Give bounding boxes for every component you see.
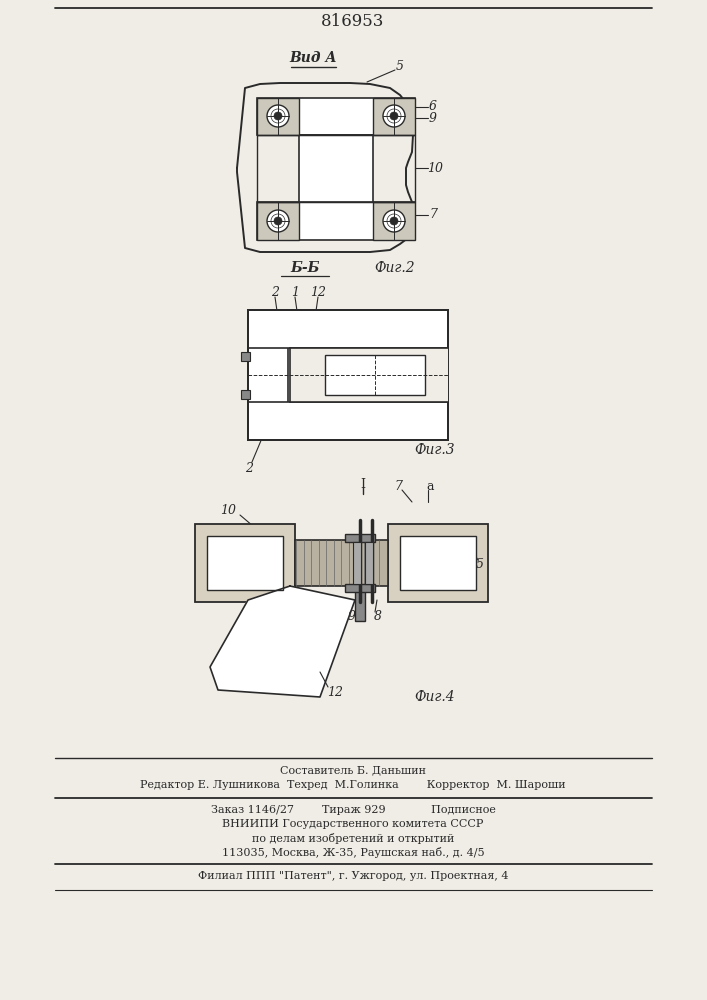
Bar [355,586,365,621]
Circle shape [390,217,398,225]
Text: 12: 12 [310,286,326,300]
Text: Фиг.2: Фиг.2 [375,261,415,275]
Bar [257,98,415,135]
Text: Вид А: Вид А [289,51,337,65]
Circle shape [390,112,398,120]
Bar [373,98,415,135]
Text: 816953: 816953 [321,13,385,30]
Circle shape [267,105,289,127]
Text: Редактор Е. Лушникова  Техред  М.Голинка        Корректор  М. Шарoши: Редактор Е. Лушникова Техред М.Голинка К… [140,780,566,790]
Bar [388,524,488,602]
Bar [248,310,448,440]
Text: 1: 1 [291,286,299,300]
Bar [345,534,375,542]
Bar [353,542,361,584]
Bar [241,352,250,361]
Bar [207,536,283,590]
Text: 10: 10 [427,161,443,174]
Bar [248,310,448,348]
Circle shape [383,105,405,127]
Bar [257,202,299,240]
Text: 113035, Москва, Ж-35, Раушская наб., д. 4/5: 113035, Москва, Ж-35, Раушская наб., д. … [222,846,484,857]
Bar [195,524,295,602]
Text: 6: 6 [429,101,437,113]
Text: Заказ 1146/27        Тираж 929             Подписное: Заказ 1146/27 Тираж 929 Подписное [211,805,496,815]
Text: Фиг.3: Фиг.3 [415,443,455,457]
Polygon shape [210,586,355,697]
Text: Б-Б: Б-Б [291,261,320,275]
Text: Составитель Б. Даньшин: Составитель Б. Даньшин [280,765,426,775]
Circle shape [274,112,282,120]
Bar [257,98,299,135]
Text: 2: 2 [271,286,279,300]
Bar [299,135,373,202]
Bar [373,202,415,240]
Text: 9: 9 [348,610,356,624]
Text: 8: 8 [374,610,382,624]
Bar [248,310,288,440]
Text: I: I [361,478,366,490]
Bar [295,540,388,586]
Circle shape [383,210,405,232]
Bar [248,402,448,440]
Text: 10: 10 [220,504,236,516]
Text: ВНИИПИ Государственного комитета СССР: ВНИИПИ Государственного комитета СССР [222,819,484,829]
Bar [325,355,425,395]
Text: 2: 2 [245,462,253,475]
Text: 7: 7 [429,209,437,222]
Circle shape [274,217,282,225]
Bar [257,202,415,240]
Text: 9: 9 [429,111,437,124]
Text: 5: 5 [396,60,404,74]
Text: 12: 12 [327,686,343,698]
Bar [241,390,250,399]
Text: Филиал ППП "Патент", г. Ужгород, ул. Проектная, 4: Филиал ППП "Патент", г. Ужгород, ул. Про… [198,871,508,881]
Text: по делам изобретений и открытий: по делам изобретений и открытий [252,832,454,844]
Bar [290,348,448,402]
Text: Фиг.4: Фиг.4 [415,690,455,704]
Circle shape [267,210,289,232]
Bar [400,536,476,590]
Text: a: a [426,481,434,493]
Bar [345,584,375,592]
Bar [365,542,373,584]
Text: 7: 7 [394,481,402,493]
Text: 5: 5 [476,558,484,570]
Bar [257,135,415,202]
